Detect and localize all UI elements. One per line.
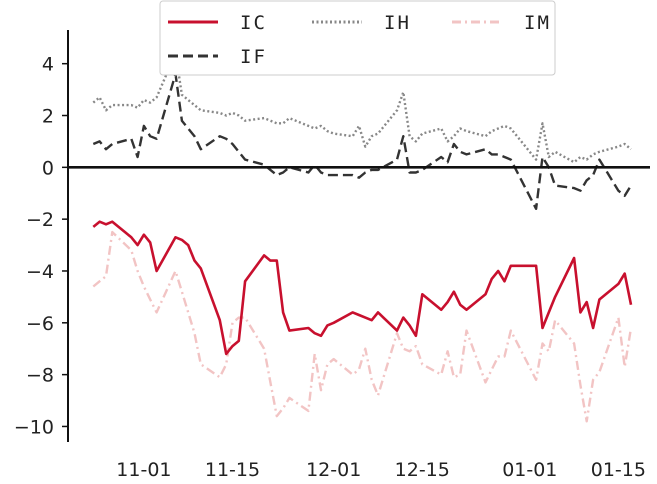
y-tick-label: −8	[26, 365, 54, 387]
y-tick-label: −10	[14, 416, 54, 438]
series-line-ic	[92, 220, 633, 356]
y-tick-label: −2	[26, 209, 54, 231]
x-tick-label: 12-01	[306, 459, 361, 481]
y-tick-label: 2	[42, 106, 54, 128]
x-tick-label: 01-15	[591, 459, 646, 481]
y-tick-label: 0	[42, 157, 54, 179]
series-lines	[92, 52, 633, 423]
series-line-ih	[92, 52, 632, 164]
legend-label-ih: IH	[384, 12, 411, 34]
y-tick-label: −6	[26, 313, 54, 335]
legend: IC IH IM IF	[159, 0, 556, 76]
series-line-im	[92, 230, 633, 423]
legend-label-ic: IC	[240, 12, 267, 34]
x-tick-label: 01-01	[502, 459, 557, 481]
legend-label-if: IF	[240, 46, 267, 68]
y-axis-ticks: 4 2 0 −2 −4 −6 −8 −10	[14, 54, 68, 438]
legend-label-im: IM	[524, 12, 551, 34]
x-tick-label: 11-15	[205, 459, 260, 481]
series-line-if	[92, 72, 633, 211]
y-tick-label: 4	[42, 54, 54, 76]
legend-box	[159, 0, 556, 76]
x-axis-ticks: 11-01 11-15 12-01 12-15 01-01 01-15	[116, 459, 646, 481]
x-tick-label: 11-01	[116, 459, 171, 481]
y-tick-label: −4	[26, 261, 54, 283]
x-tick-label: 12-15	[395, 459, 450, 481]
